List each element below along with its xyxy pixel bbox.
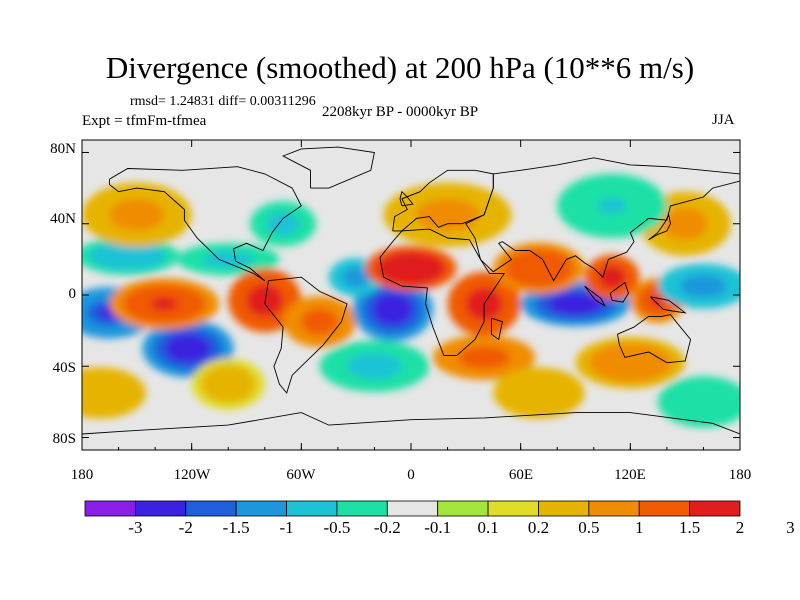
coastline-australia xyxy=(617,314,692,364)
colorbar-label: 0.5 xyxy=(578,518,600,537)
field-blob xyxy=(123,206,151,223)
field-blob xyxy=(527,261,551,275)
colorbar-swatch xyxy=(336,500,388,517)
field-blob xyxy=(255,292,274,309)
season-label: JJA xyxy=(712,112,735,128)
x-tick-label: 60W xyxy=(286,467,316,483)
colorbar-swatch xyxy=(386,500,439,517)
colorbar-swatch xyxy=(134,500,187,517)
x-tick-label: 120E xyxy=(614,467,646,483)
field-blob xyxy=(176,341,200,356)
field-blob xyxy=(616,356,645,370)
coastline-greenland xyxy=(282,146,375,189)
figure-title: Divergence (smoothed) at 200 hPa (10**6 … xyxy=(105,50,695,85)
colorbar-label: 1 xyxy=(634,518,644,537)
coastline-japan xyxy=(648,213,671,241)
y-tick-label: 0 xyxy=(68,286,77,302)
coastline-africa xyxy=(379,228,506,357)
y-tick-label: 80S xyxy=(52,431,76,447)
field-blob xyxy=(310,315,329,329)
colorbar-label: -1.5 xyxy=(222,518,250,537)
field-blob xyxy=(692,280,715,292)
colorbar-swatch xyxy=(84,500,136,517)
coastline-madagascar xyxy=(490,317,503,341)
x-tick-label: 180 xyxy=(728,467,752,483)
axis-ticks xyxy=(81,140,741,450)
colorbar-swatch xyxy=(538,500,590,517)
coastline-uk xyxy=(399,190,414,207)
field-blob xyxy=(274,218,292,230)
y-tick-label: 40N xyxy=(50,211,76,227)
colorbar-label: -3 xyxy=(128,518,143,537)
y-tick-label: 80N xyxy=(50,141,76,157)
colorbar-swatch xyxy=(487,500,539,517)
field-blob xyxy=(114,250,141,261)
rmsd-diff-stats: rmsd= 1.24831 diff= 0.00311296 xyxy=(130,94,316,109)
colorbar-label: -0.5 xyxy=(323,518,351,537)
coastline-asia xyxy=(465,157,740,282)
experiment-label: Expt = tfmFm-tfmea xyxy=(82,113,207,129)
coastline-sumatra xyxy=(584,285,606,307)
coastline-south-america xyxy=(264,276,348,394)
field-blob xyxy=(360,359,389,373)
colorbar-swatch xyxy=(235,500,287,517)
field-blob xyxy=(88,386,112,400)
x-tick-label: 0 xyxy=(407,467,415,483)
colorbar-swatch xyxy=(638,500,691,517)
colorbar-label: 0.1 xyxy=(477,518,499,537)
colorbar-label: -0.1 xyxy=(424,518,452,537)
coastline-antarctica xyxy=(82,412,740,435)
colorbar-swatch xyxy=(286,500,338,517)
colorbar-label: -1 xyxy=(279,518,294,537)
field-blob xyxy=(561,298,590,310)
colorbar-label: 2 xyxy=(735,518,745,537)
colorbar-label: 1.5 xyxy=(678,518,701,537)
field-blob xyxy=(382,301,403,318)
colorbar-label: 0.2 xyxy=(527,518,550,537)
x-tick-label: 120W xyxy=(173,467,211,483)
colorbar xyxy=(84,500,741,517)
field-blob xyxy=(349,272,364,282)
colorbar-swatch xyxy=(185,500,237,517)
period-label: 2208kyr BP - 0000kyr BP xyxy=(322,104,479,120)
field-blob xyxy=(399,262,423,274)
colorbar-label: -0.2 xyxy=(373,518,401,537)
coastline-north-america xyxy=(108,166,302,282)
field-blob xyxy=(471,351,497,363)
y-tick-label: 40S xyxy=(52,360,76,376)
colorbar-label: 3 xyxy=(786,518,795,537)
coastline-new-guinea xyxy=(650,296,687,314)
divergence-field xyxy=(82,173,740,428)
field-blob xyxy=(692,395,715,409)
field-blob xyxy=(598,197,626,214)
field-blob xyxy=(150,297,178,311)
colorbar-swatch xyxy=(588,500,640,517)
coastline-borneo xyxy=(609,281,629,303)
field-blob xyxy=(527,386,551,400)
x-tick-label: 180 xyxy=(70,467,94,483)
field-blob xyxy=(605,271,619,283)
coastlines xyxy=(82,146,740,435)
colorbar-swatch xyxy=(437,500,489,517)
field-blob xyxy=(431,206,464,223)
field-blob xyxy=(673,215,697,232)
colorbar-swatch xyxy=(689,500,741,517)
x-tick-label: 60E xyxy=(508,467,534,483)
colorbar-label: -2 xyxy=(178,518,193,537)
field-blob xyxy=(219,377,238,391)
